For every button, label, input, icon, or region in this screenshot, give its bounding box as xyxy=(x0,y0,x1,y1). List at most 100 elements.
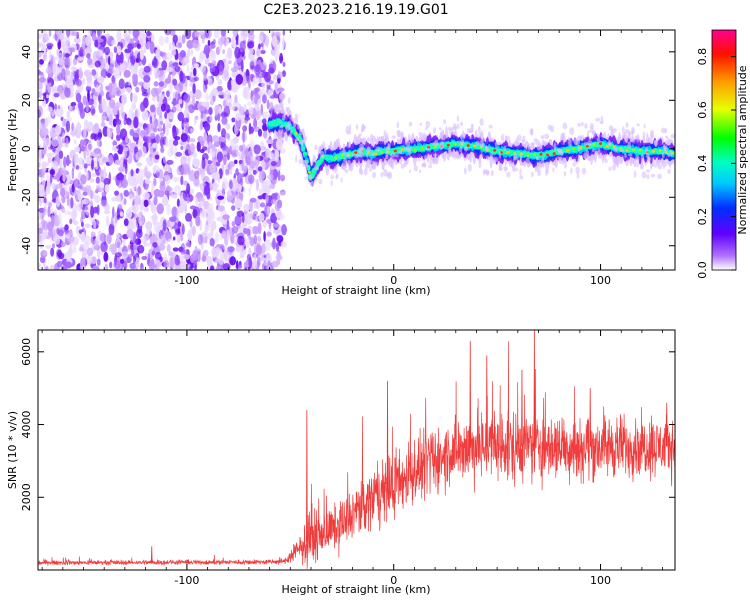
noise-speck xyxy=(83,163,88,169)
signal-halo xyxy=(575,166,580,174)
noise-speck xyxy=(213,30,220,39)
noise-speck xyxy=(234,144,240,151)
noise-speck xyxy=(56,172,61,182)
noise-speck xyxy=(143,207,150,212)
noise-speck xyxy=(160,121,163,126)
noise-speck xyxy=(82,95,88,106)
noise-speck xyxy=(229,180,233,189)
noise-speck xyxy=(123,189,129,197)
signal-track-peak xyxy=(632,148,636,151)
noise-speck xyxy=(180,233,184,242)
signal-halo xyxy=(335,174,339,180)
signal-halo xyxy=(430,157,435,161)
noise-speck xyxy=(248,174,255,184)
noise-speck xyxy=(59,187,66,198)
noise-speck xyxy=(267,205,270,216)
noise-speck xyxy=(84,223,91,229)
noise-speck xyxy=(125,36,130,42)
noise-speck xyxy=(153,258,161,266)
signal-halo xyxy=(578,146,581,152)
noise-speck xyxy=(253,144,261,155)
signal-halo xyxy=(670,133,675,139)
signal-halo xyxy=(646,173,650,180)
noise-speck xyxy=(160,147,165,153)
signal-halo xyxy=(371,160,375,169)
signal-halo xyxy=(408,150,411,157)
spectrogram-ylabel: Frequency (Hz) xyxy=(6,109,19,192)
noise-speck xyxy=(201,210,206,217)
snr-peak xyxy=(589,388,592,447)
noise-speck xyxy=(85,156,92,165)
noise-speck xyxy=(155,133,160,144)
noise-speck xyxy=(260,42,264,48)
signal-track-peak xyxy=(532,153,536,156)
signal-halo xyxy=(540,157,545,163)
noise-speck xyxy=(53,92,60,98)
noise-speck xyxy=(45,244,52,249)
noise-speck xyxy=(41,43,47,55)
noise-speck xyxy=(176,165,183,176)
noise-speck xyxy=(254,64,262,76)
noise-speck xyxy=(209,99,215,106)
signal-halo xyxy=(599,121,604,125)
signal-halo xyxy=(503,166,509,171)
noise-speck xyxy=(62,52,66,59)
noise-speck xyxy=(136,175,144,185)
noise-speck xyxy=(83,126,87,139)
signal-halo xyxy=(513,167,519,172)
noise-speck xyxy=(166,90,170,98)
noise-speck xyxy=(38,162,41,168)
noise-speck xyxy=(214,231,220,244)
noise-speck xyxy=(271,260,279,268)
signal-halo xyxy=(596,138,601,143)
noise-speck xyxy=(68,47,76,52)
noise-speck xyxy=(267,260,271,265)
noise-speck xyxy=(91,124,100,134)
figure-title: C2E3.2023.216.19.19.G01 xyxy=(263,2,448,18)
noise-speck xyxy=(58,150,64,160)
noise-speck xyxy=(93,148,102,155)
noise-speck xyxy=(117,204,123,211)
signal-halo xyxy=(478,160,482,169)
noise-speck xyxy=(129,55,137,65)
noise-speck xyxy=(257,235,262,242)
noise-speck xyxy=(237,235,245,246)
signal-halo xyxy=(505,135,510,142)
noise-speck xyxy=(223,69,229,79)
noise-speck xyxy=(158,99,162,108)
signal-halo xyxy=(519,168,522,176)
noise-speck xyxy=(116,172,124,181)
signal-halo xyxy=(553,142,557,151)
signal-halo xyxy=(380,136,385,142)
noise-speck xyxy=(143,199,149,208)
noise-speck xyxy=(99,152,102,159)
noise-speck xyxy=(165,66,174,73)
noise-speck xyxy=(117,45,122,56)
noise-speck xyxy=(247,41,255,49)
signal-track-peak xyxy=(327,156,331,159)
noise-speck xyxy=(69,149,77,159)
noise-speck xyxy=(46,174,50,183)
signal-halo xyxy=(424,154,427,160)
noise-speck xyxy=(116,145,124,150)
spectrogram-frame xyxy=(37,29,676,271)
signal-halo xyxy=(613,146,618,153)
noise-speck xyxy=(192,83,196,94)
x-tick-label: -100 xyxy=(174,274,199,287)
noise-speck xyxy=(73,36,81,44)
noise-speck xyxy=(159,180,166,193)
noise-speck xyxy=(93,99,97,109)
noise-speck xyxy=(164,30,172,36)
noise-speck xyxy=(256,256,261,268)
noise-speck xyxy=(217,37,224,47)
signal-track-peak xyxy=(393,149,397,153)
noise-speck xyxy=(57,212,62,224)
noise-speck xyxy=(239,40,246,52)
signal-halo xyxy=(460,139,465,147)
noise-speck xyxy=(273,49,280,58)
noise-speck xyxy=(127,119,132,126)
noise-speck xyxy=(235,73,244,85)
noise-speck xyxy=(204,57,210,65)
signal-halo xyxy=(585,149,589,156)
noise-speck xyxy=(167,111,175,120)
